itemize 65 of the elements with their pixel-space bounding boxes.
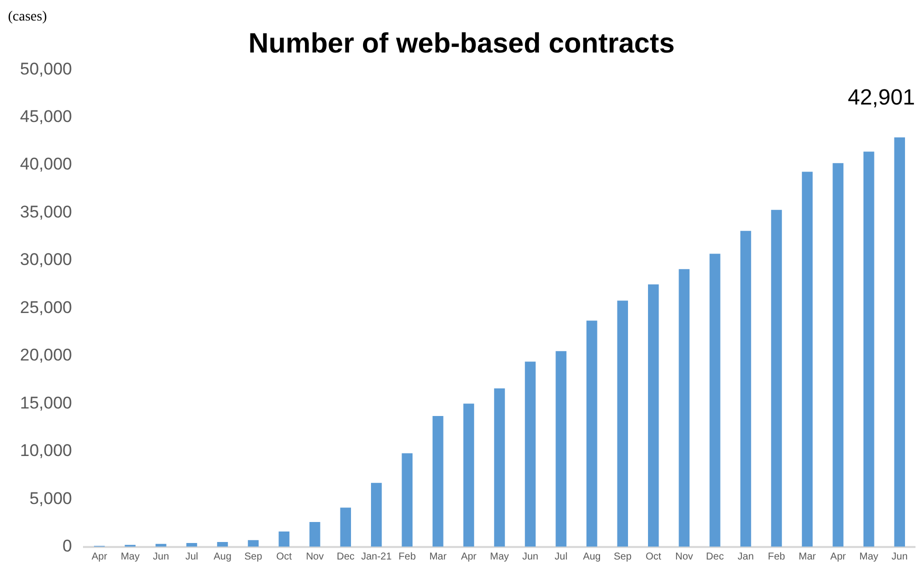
bar (309, 522, 320, 547)
x-tick-label: May (120, 552, 140, 563)
x-tick-label: Dec (336, 552, 355, 563)
x-tick-label: Nov (675, 552, 694, 563)
x-tick-label: May (490, 552, 509, 563)
x-tick-label: Jul (185, 552, 198, 563)
x-tick-label: Jan (738, 552, 754, 563)
y-tick-label: 5,000 (29, 488, 72, 508)
bar (278, 532, 290, 547)
x-tick-label: Aug (214, 552, 232, 563)
bar (863, 152, 874, 547)
x-tick-label: Mar (429, 552, 448, 563)
y-tick-label: 15,000 (20, 393, 72, 412)
y-tick-label: 50,000 (20, 59, 72, 78)
x-tick-label: Aug (582, 552, 601, 563)
y-tick-label: 10,000 (20, 441, 72, 460)
y-tick-label: 45,000 (20, 107, 72, 126)
x-tick-label: Feb (398, 552, 416, 563)
bar (740, 230, 752, 547)
x-tick-label: May (859, 552, 878, 563)
bar (402, 453, 413, 547)
y-tick-label: 0 (62, 536, 72, 556)
x-tick-label: Nov (306, 552, 324, 563)
chart-title: Number of web-based contracts (248, 28, 675, 59)
bar (556, 351, 566, 547)
bar (371, 482, 382, 547)
x-tick-label: Jun (152, 552, 170, 563)
bar (432, 416, 444, 547)
x-tick-label: Oct (646, 552, 662, 563)
x-tick-label: Sep (244, 552, 263, 563)
bar (340, 508, 351, 547)
x-tick-label: Dec (706, 552, 724, 563)
bar (617, 300, 628, 547)
bar (710, 254, 720, 547)
y-tick-label: 40,000 (20, 154, 72, 174)
y-tick-label: 35,000 (20, 202, 72, 222)
bar (802, 172, 813, 547)
x-tick-label: Apr (460, 552, 478, 563)
data-label: 42,901 (848, 84, 916, 110)
bar (832, 163, 844, 547)
x-tick-label: Mar (798, 552, 817, 563)
x-tick-label: Jun (522, 552, 538, 563)
x-tick-label: Sep (614, 552, 632, 563)
bar (586, 320, 598, 547)
x-tick-label: Apr (92, 552, 108, 563)
x-tick-label: Jun (892, 552, 908, 563)
y-tick-label: 30,000 (20, 250, 72, 270)
x-tick-label: Jul (554, 552, 568, 563)
y-tick-label: 20,000 (20, 346, 72, 365)
x-tick-label: Oct (276, 552, 292, 563)
bar (648, 284, 659, 547)
x-tick-label: Jan-21 (361, 552, 392, 563)
bar (186, 542, 198, 547)
bar (524, 362, 536, 547)
bar (678, 269, 690, 547)
bar (771, 210, 782, 547)
bar (894, 137, 905, 547)
y-axis-title: (cases) (8, 10, 48, 25)
bar (248, 540, 259, 547)
y-tick-label: 25,000 (20, 298, 72, 317)
bar (463, 404, 474, 547)
x-tick-label: Feb (768, 552, 786, 563)
bar (494, 388, 505, 547)
bar (217, 542, 228, 547)
x-tick-label: Apr (830, 552, 847, 563)
